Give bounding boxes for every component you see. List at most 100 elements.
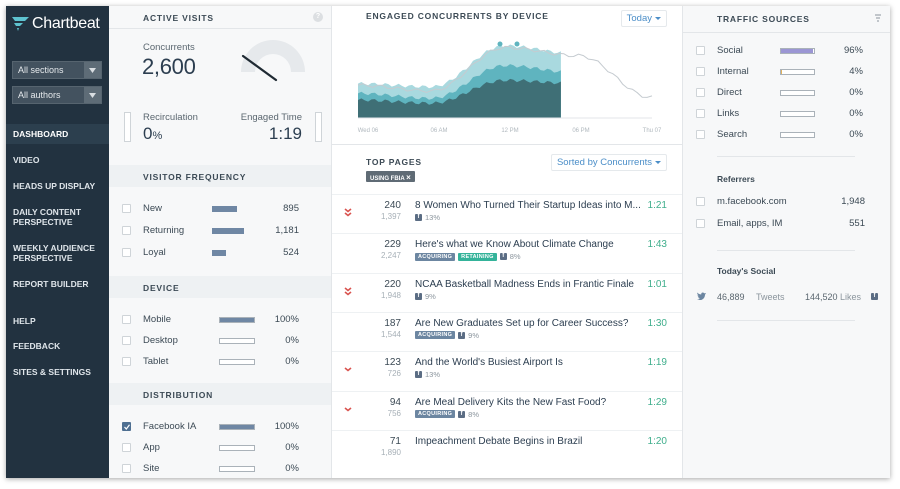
visitor_frequency-value: 895 (283, 203, 299, 214)
checkbox[interactable] (122, 204, 131, 213)
top-pages-title: TOP PAGES (366, 157, 422, 167)
nav-weekly-audience-perspective[interactable]: WEEKLY AUDIENCE PERSPECTIVE (13, 243, 95, 263)
nav-feedback[interactable]: FEEDBACK (13, 341, 61, 351)
page-badges: ACQUIRING f 8% (415, 410, 479, 419)
top-page-row[interactable]: 240 1,397 8 Women Who Turned Their Startup… (332, 194, 682, 233)
checkbox[interactable] (696, 109, 705, 118)
top-page-row[interactable]: 123 726 And the World's Busiest Airport Is… (332, 351, 682, 390)
top-page-row[interactable]: 220 1,948 NCAA Basketball Madness Ends in … (332, 272, 682, 312)
top-page-row[interactable]: 71 1,890 Impeachment Debate Begins in Braz… (332, 429, 682, 469)
device-value: 100% (274, 314, 299, 325)
filter-tag[interactable]: USING FBIA × (366, 171, 415, 182)
checkbox[interactable] (122, 357, 131, 366)
distribution-row[interactable]: Site 0% (109, 459, 331, 478)
checkbox[interactable] (122, 315, 131, 324)
acquiring-badge: ACQUIRING (415, 252, 456, 261)
nav-daily-content-perspective[interactable]: DAILY CONTENT PERSPECTIVE (13, 207, 82, 227)
checkbox[interactable] (696, 46, 705, 55)
nav-help[interactable]: HELP (13, 316, 36, 326)
page-title[interactable]: Here's what we Know About Climate Change (415, 239, 614, 251)
nav-video[interactable]: VIDEO (13, 155, 40, 165)
referrer-row[interactable]: Email, apps, IM 551 (683, 214, 890, 234)
distribution-header (109, 383, 331, 405)
traffic-source-name: Internal (717, 66, 749, 77)
page-concurrents: 240 (384, 200, 401, 211)
nav-dashboard[interactable]: DASHBOARD (6, 124, 109, 144)
checkbox[interactable] (122, 443, 131, 452)
checkbox[interactable] (696, 197, 705, 206)
sort-icon[interactable] (874, 14, 882, 22)
page-title[interactable]: Are New Graduates Set up for Career Succ… (415, 317, 629, 329)
likes-value: 144,520 (805, 292, 838, 302)
facebook-share: 13% (425, 370, 441, 380)
referrer-row[interactable]: m.facebook.com 1,948 (683, 192, 890, 212)
nav-report-builder[interactable]: REPORT BUILDER (13, 279, 89, 289)
nav-heads-up-display[interactable]: HEADS UP DISPLAY (13, 181, 96, 191)
page-concurrents: 94 (389, 396, 401, 408)
device-value: 0% (285, 356, 299, 367)
checkbox[interactable] (696, 88, 705, 97)
page-title[interactable]: And the World's Busiest Airport Is (415, 357, 563, 369)
top-page-row[interactable]: 187 1,544 Are New Graduates Set up for Car… (332, 311, 682, 351)
page-engaged-time: 1:30 (647, 317, 667, 329)
device-bar (219, 317, 255, 323)
checkbox[interactable] (122, 248, 131, 257)
visitor_frequency-row[interactable]: Returning 1,181 (109, 221, 331, 241)
page-title[interactable]: Impeachment Debate Begins in Brazil (415, 435, 583, 447)
section-filter-select[interactable]: All sections (12, 61, 102, 79)
distribution-row[interactable]: Facebook IA 100% (109, 417, 331, 437)
checkbox[interactable] (696, 130, 705, 139)
device-bar (219, 338, 255, 344)
page-title[interactable]: 8 Women Who Turned Their Startup Ideas i… (415, 200, 641, 211)
checkbox[interactable] (696, 67, 705, 76)
facebook-icon: f (415, 214, 422, 221)
close-icon[interactable]: × (406, 173, 411, 182)
checkbox[interactable] (122, 336, 131, 345)
checkbox[interactable] (696, 219, 705, 228)
referrers-title: Referrers (717, 174, 755, 184)
visitor_frequency-bar-fill (212, 206, 237, 212)
page-title[interactable]: NCAA Basketball Madness Ends in Frantic … (415, 278, 634, 290)
checkbox[interactable] (122, 226, 131, 235)
top-page-row[interactable]: 229 2,247 Here's what we Know About Climat… (332, 233, 682, 272)
range-dropdown[interactable]: Today (620, 10, 667, 27)
page-title[interactable]: Are Meal Delivery Kits the New Fast Food… (415, 396, 607, 408)
x-tick-label: 06 PM (572, 128, 589, 134)
nav-sites-settings[interactable]: SITES & SETTINGS (13, 367, 91, 377)
device-row[interactable]: Mobile 100% (109, 310, 331, 330)
page-previous: 1,890 (380, 447, 401, 457)
top-page-row[interactable]: 94 756 Are Meal Delivery Kits the New Fast… (332, 390, 682, 430)
distribution-row[interactable]: App 0% (109, 438, 331, 458)
double-chevron-down-icon (344, 204, 352, 217)
dashboard-window: Chartbeat All sections All authors DASHB… (6, 6, 890, 478)
traffic-source-row[interactable]: Links 0% (683, 104, 890, 124)
x-tick-label: 06 AM (430, 128, 447, 134)
visitor_frequency-row[interactable]: New 895 (109, 199, 331, 219)
device-row[interactable]: Desktop 0% (109, 331, 331, 351)
sort-dropdown-value: Sorted by Concurrents (556, 157, 652, 168)
help-icon[interactable]: ? (313, 12, 323, 22)
traffic-source-row[interactable]: Search 0% (683, 125, 890, 145)
checkbox[interactable] (122, 464, 131, 473)
author-filter-value: All authors (18, 90, 61, 100)
checkbox[interactable] (122, 422, 131, 431)
sort-dropdown[interactable]: Sorted by Concurrents (550, 154, 667, 171)
concurrents-gauge (241, 40, 305, 82)
main-panel: ENGAGED CONCURRENTS BY DEVICE Today Wed … (332, 6, 683, 478)
chartbeat-logo[interactable]: Chartbeat (12, 14, 100, 34)
divider (332, 144, 682, 145)
traffic-source-value: 0% (849, 87, 863, 98)
distribution-bar-fill (220, 425, 254, 429)
traffic-source-row[interactable]: Internal 4% (683, 62, 890, 82)
traffic-source-value: 4% (849, 66, 863, 77)
referrer-value: 551 (849, 218, 865, 229)
device-bar-fill (220, 318, 254, 322)
traffic-source-row[interactable]: Social 96% (683, 41, 890, 61)
page-engaged-time: 1:20 (647, 435, 667, 447)
traffic-source-row[interactable]: Direct 0% (683, 83, 890, 103)
visitor_frequency-row[interactable]: Loyal 524 (109, 243, 331, 263)
page-engaged-time: 1:21 (647, 200, 667, 211)
visitor_frequency-bar (212, 228, 272, 234)
device-row[interactable]: Tablet 0% (109, 352, 331, 372)
author-filter-select[interactable]: All authors (12, 86, 102, 104)
